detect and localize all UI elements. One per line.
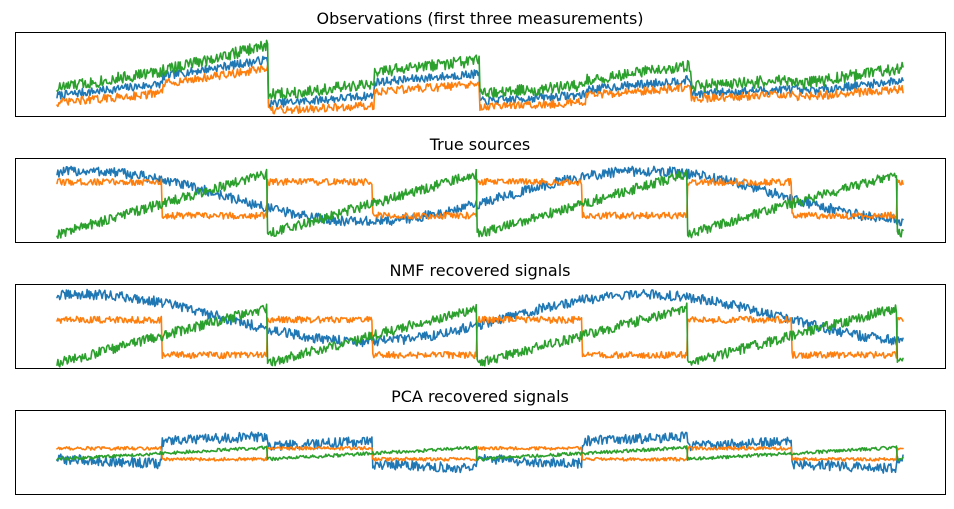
panel-observations: Observations (first three measurements)	[15, 9, 946, 117]
panel-title-true-sources: True sources	[429, 135, 531, 154]
series-line-2	[56, 315, 904, 360]
plot-area-observations	[56, 39, 904, 115]
panel-title-nmf: NMF recovered signals	[389, 261, 570, 280]
plot-area-pca	[56, 431, 904, 474]
series-line-2	[56, 177, 904, 220]
series-line-1	[56, 165, 904, 227]
series-line-1	[56, 288, 904, 348]
axes-frame-observations	[15, 32, 946, 117]
plot-area-true-sources	[56, 165, 904, 239]
axes-frame-nmf	[15, 284, 946, 369]
series-line-2	[56, 445, 904, 462]
panel-title-observations: Observations (first three measurements)	[316, 9, 643, 28]
series-line-3	[56, 302, 904, 368]
axes-frame-true-sources	[15, 158, 946, 243]
panel-nmf: NMF recovered signals	[15, 261, 946, 369]
panel-true-sources: True sources	[15, 135, 946, 243]
plot-area-nmf	[56, 288, 904, 368]
panel-title-pca: PCA recovered signals	[391, 387, 569, 406]
series-line-3	[56, 39, 904, 100]
series-line-2	[56, 64, 904, 115]
axes-frame-pca	[15, 410, 946, 495]
panel-pca: PCA recovered signals	[15, 387, 946, 495]
series-line-3	[56, 168, 904, 239]
series-line-3	[56, 445, 904, 462]
